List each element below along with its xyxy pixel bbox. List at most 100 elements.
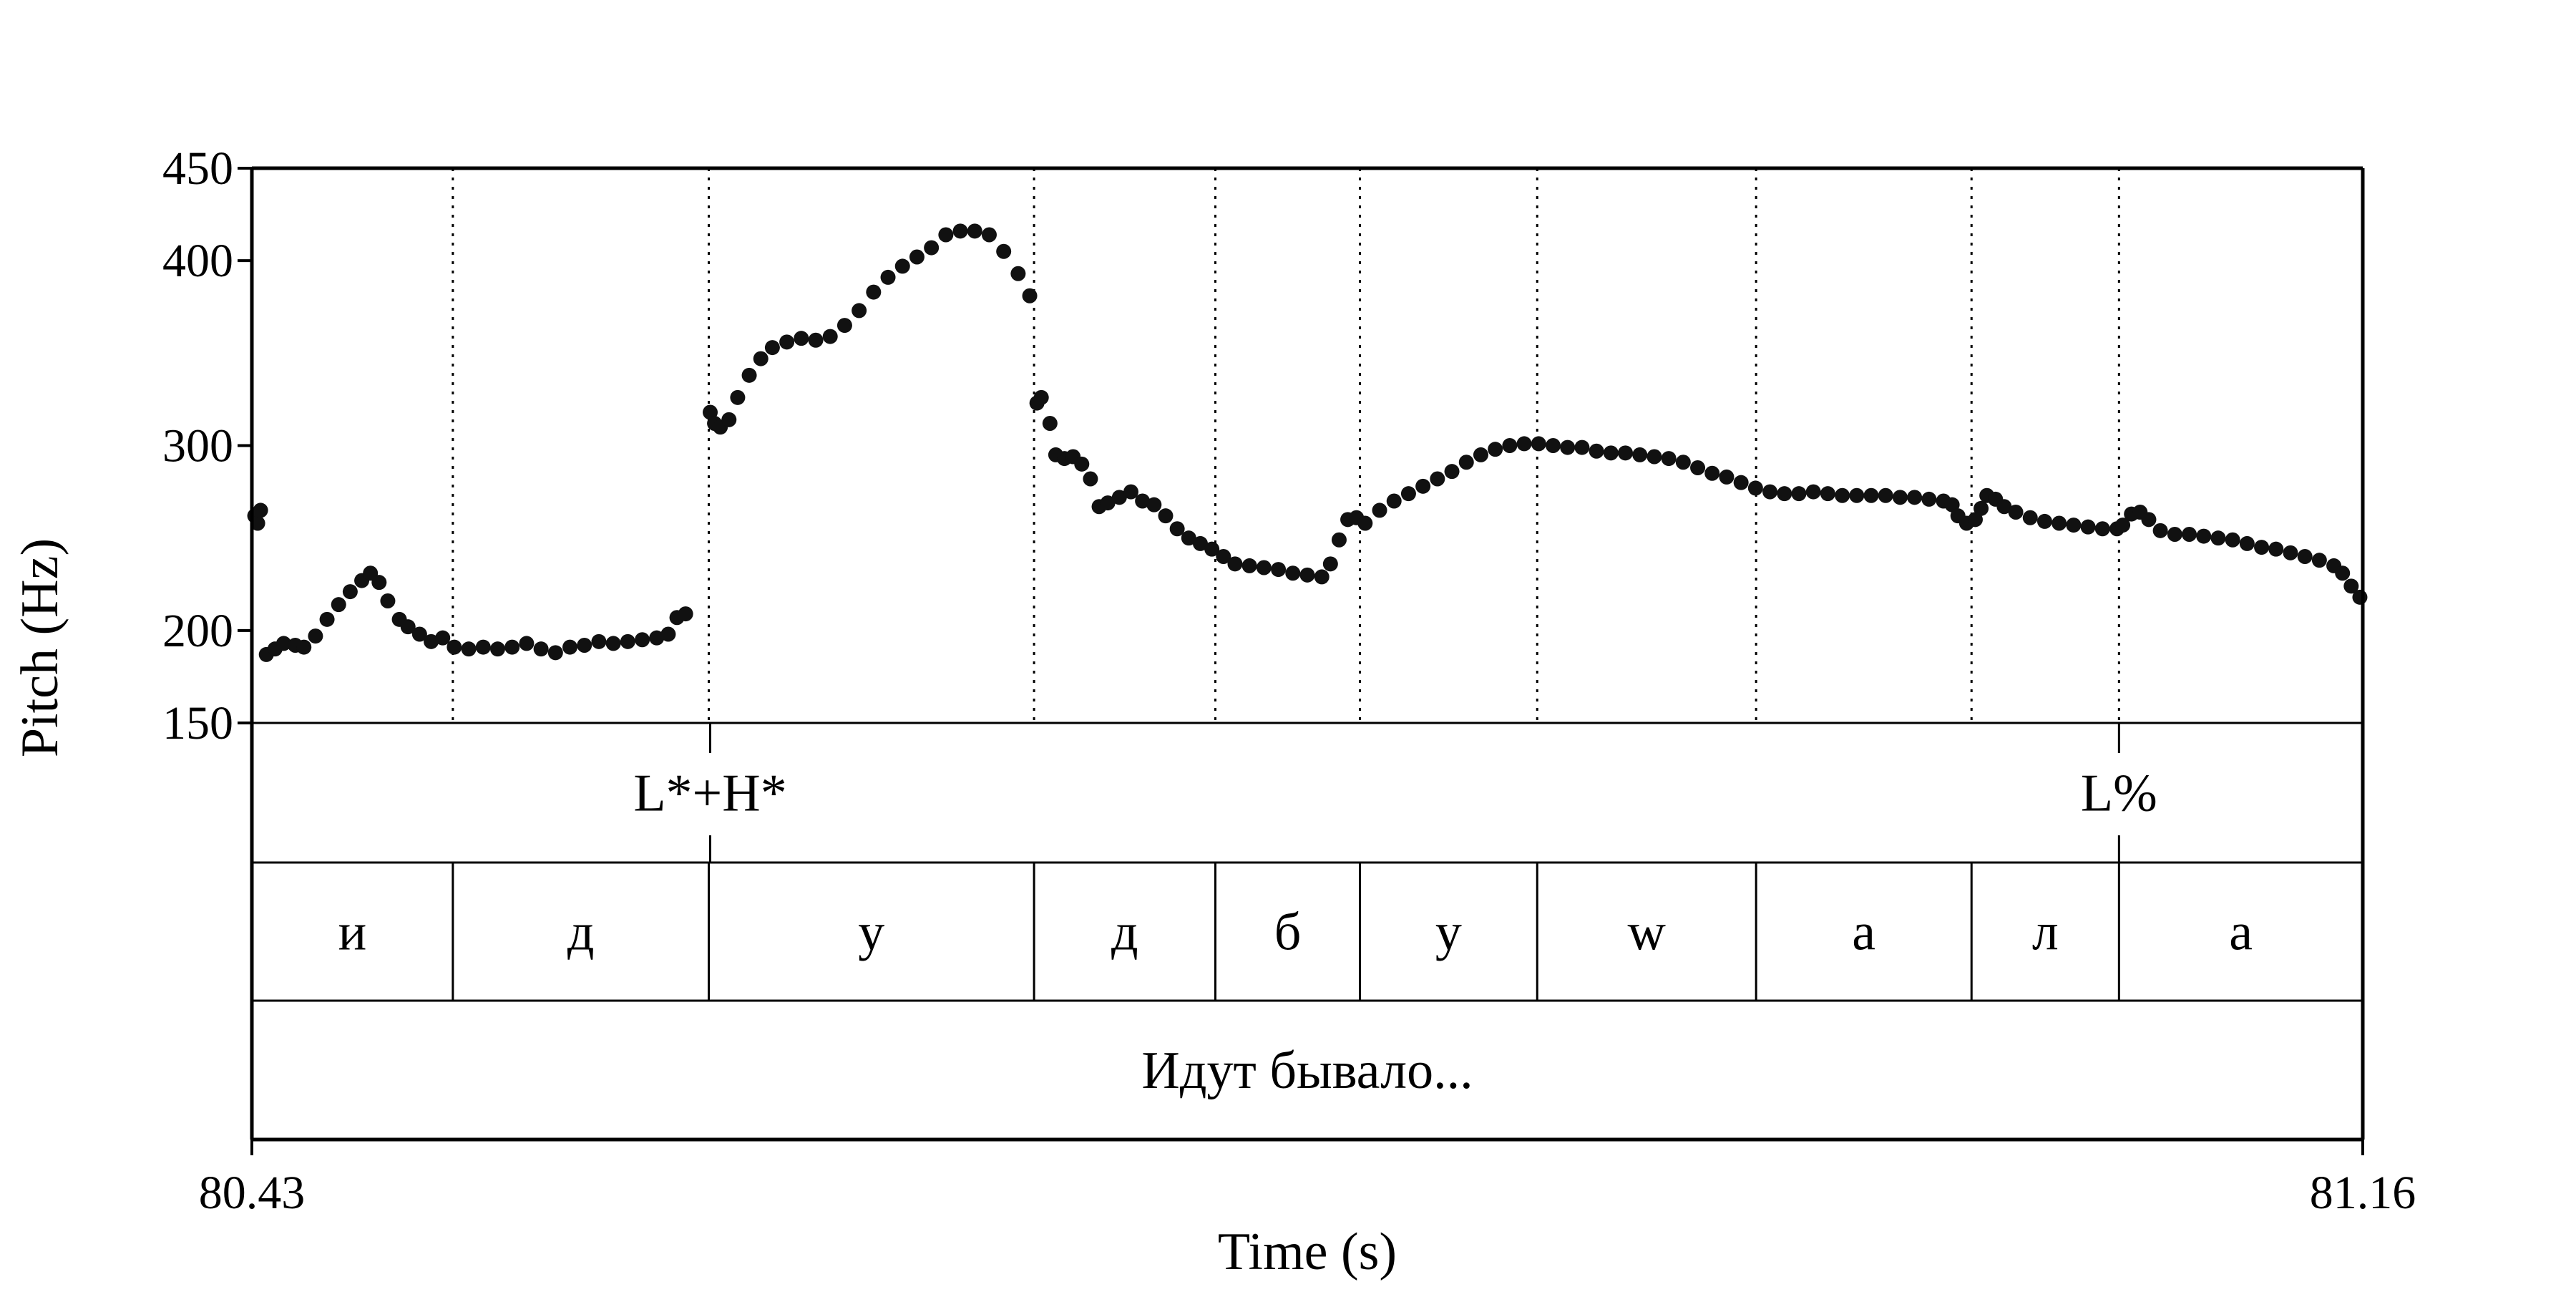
pitch-point [1704,465,1720,481]
x-tick-label-start: 80.43 [199,1167,306,1219]
pitch-point [2066,518,2082,533]
pitch-point [2182,527,2197,542]
pitch-point [331,597,346,613]
pitch-point [1545,438,1561,453]
pitch-point [1719,469,1735,485]
pitch-point [730,389,746,405]
pitch-point [1618,445,1634,461]
pitch-point [1216,549,1231,564]
pitch-point [2297,549,2313,564]
pitch-point [424,633,439,649]
pitch-point [1135,493,1151,509]
y-tick-label: 400 [162,235,233,287]
pitch-point [2225,532,2240,548]
pitch-point [836,318,852,334]
tone-label: L*+H* [633,764,786,823]
pitch-point [504,639,520,655]
pitch-point [1516,436,1532,452]
pitch-point [1192,535,1208,551]
pitch-point [1488,442,1503,457]
pitch-point [275,636,291,651]
pitch-point [1010,266,1026,281]
pitch-point [1974,500,1989,516]
segment-label: у [1435,903,1462,962]
pitch-point [461,641,477,657]
segment-label: и [338,903,367,962]
pitch-point [2343,578,2359,594]
pitch-point [924,240,940,256]
pitch-point [1878,487,1893,503]
pitch-point [308,628,323,644]
segment-label: у [858,903,884,962]
pitch-point [1256,560,1272,575]
pitch-point [2094,521,2110,537]
pitch-point [591,633,607,649]
pitch-point [1458,455,1474,470]
pitch-point [909,249,924,265]
pitch-point [1111,490,1127,505]
word-label: Идут бывало... [1141,1041,1473,1100]
pitch-point [371,575,387,591]
pitch-point [1415,478,1431,494]
pitch-point [1849,487,1865,503]
pitch-point [253,502,268,518]
pitch-point [1357,515,1373,531]
pitch-point [741,367,757,383]
pitch-point [1033,389,1049,405]
pitch-point [296,639,312,655]
pitch-point [822,329,838,344]
pitch-point [475,639,491,655]
pitch-point [1204,541,1220,557]
pitch-point [1574,439,1590,455]
pitch-point [1820,486,1835,502]
pitch-point [952,223,968,239]
pitch-point [779,334,795,350]
pitch-point [400,619,416,635]
pitch-point [1146,497,1162,513]
y-tick-label: 300 [162,420,233,472]
pitch-point [1331,532,1347,548]
pitch-point [2152,523,2168,538]
pitch-point [2141,512,2157,528]
pitch-point [1747,480,1763,496]
pitch-point [2311,553,2327,568]
pitch-point [1733,475,1749,490]
pitch-point [1372,502,1387,518]
pitch-point [1241,558,1257,573]
pitch-point [447,639,462,655]
pitch-point [894,258,910,274]
pitch-point [1690,460,1706,475]
pitch-point [967,223,982,239]
pitch-point [1762,484,1778,500]
x-tick-label-end: 81.16 [2310,1167,2416,1219]
pitch-point [547,645,563,661]
pitch-point [1158,508,1174,524]
pitch-point [1560,439,1576,455]
pitch-point [2051,515,2067,531]
pitch-point [1299,567,1315,583]
segment-label: а [2229,903,2253,962]
y-tick-label: 200 [162,605,233,657]
pitch-point [1502,438,1518,453]
pitch-point [2239,535,2255,551]
pitch-point [2268,541,2284,557]
pitch-point [1444,464,1460,480]
pitch-point [1907,490,1923,505]
pitch-point [1322,556,1338,572]
pitch-point [1022,288,1038,303]
pitch-point [866,284,882,300]
pitch-point [533,641,549,657]
pitch-point [1400,486,1416,502]
pitch-point [2335,565,2351,581]
pitch-point [721,412,737,427]
pitch-point [2254,540,2270,555]
tone-label: L% [2081,764,2157,823]
x-axis-title: Time (s) [1218,1223,1397,1281]
pitch-point [2283,545,2298,560]
pitch-point [764,340,780,356]
pitch-point [1473,447,1488,462]
pitch-point [1996,499,2012,515]
pitch-point [380,593,396,608]
pitch-point [1805,484,1821,500]
